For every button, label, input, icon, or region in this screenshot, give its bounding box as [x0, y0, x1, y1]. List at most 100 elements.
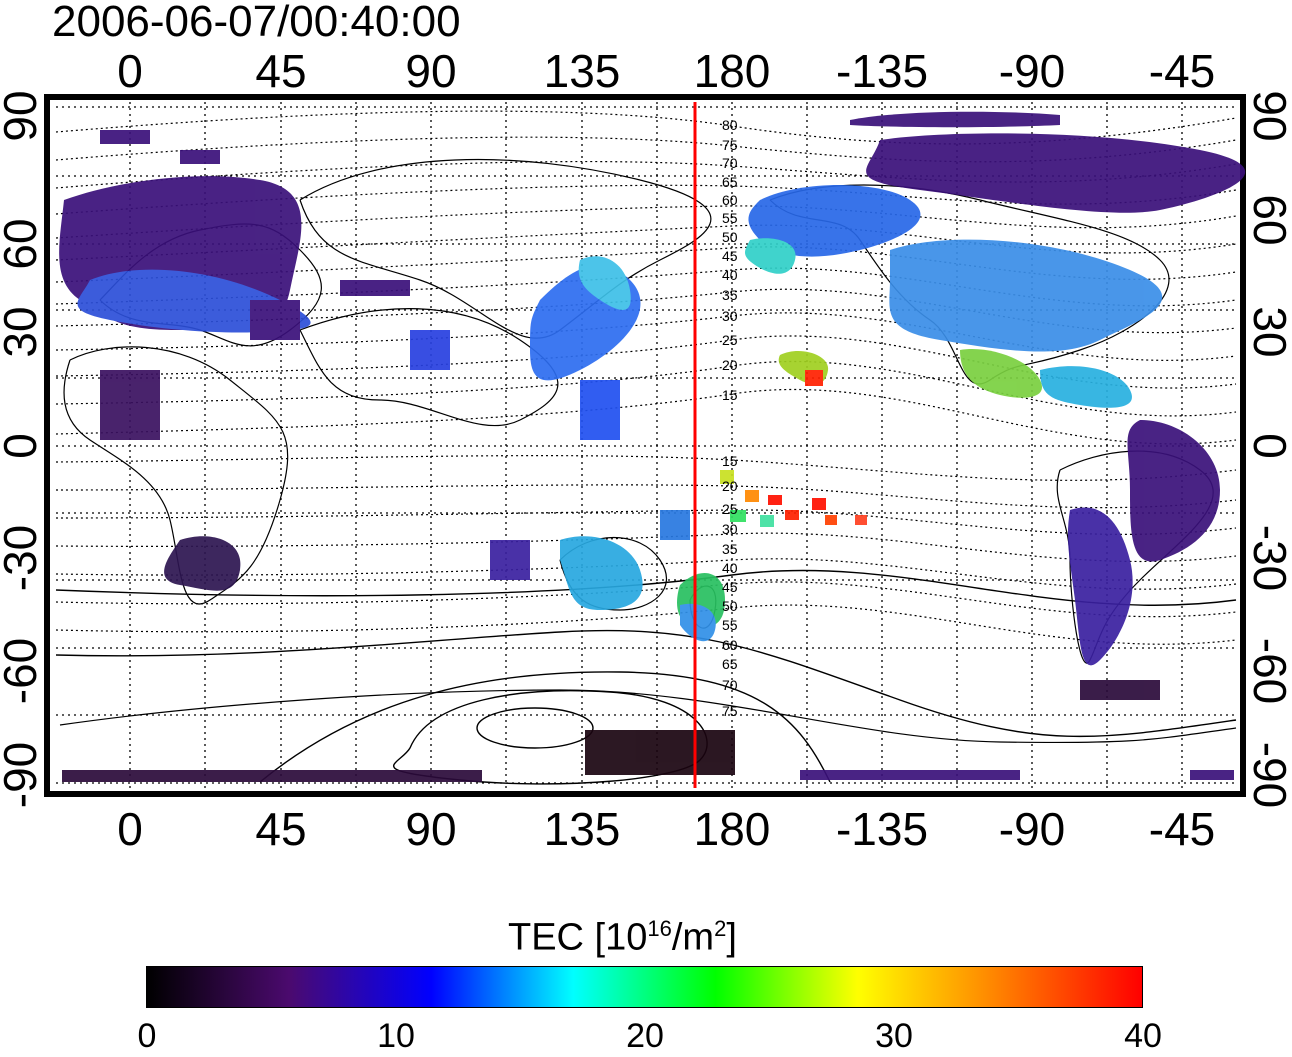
top-tick-label: 90: [405, 45, 457, 97]
colorbar-label-exponent: 16: [647, 916, 672, 941]
bottom-tick-label: 180: [693, 803, 771, 855]
tec-patch: [720, 470, 734, 484]
tec-patch: [1190, 770, 1234, 780]
contour-label: 35: [722, 541, 738, 557]
coastline-asia-north: [299, 158, 712, 339]
colorbar-label-close: ]: [726, 916, 737, 959]
right-tick-label: 60: [1244, 194, 1292, 246]
tec-patch: [580, 380, 620, 440]
tec-patch-australia: [560, 536, 643, 610]
coastline-north-america: [769, 184, 1170, 385]
right-tick-label: 0: [1244, 433, 1292, 459]
contour-label: 55: [722, 210, 738, 226]
tec-patch: [855, 515, 867, 525]
contour-label: 35: [722, 287, 738, 303]
colorbar-label-unit: /m: [671, 916, 715, 959]
bottom-axis-bar: [48, 791, 1242, 797]
colorbar-label: TEC [1016/m2]: [508, 906, 737, 961]
tec-patch-south-america: [1067, 507, 1133, 666]
contour-label-group: 80 75 70 65 60 55 50 45 40 35 30 25 20 1…: [722, 117, 738, 719]
contour-label: 45: [722, 579, 738, 595]
tec-patch-africa-north: [100, 370, 160, 440]
contour-line: [55, 484, 1237, 509]
tec-patch-canada-north: [866, 133, 1246, 213]
tec-patch-brazil: [1127, 420, 1220, 562]
left-tick-label: 0: [0, 433, 46, 459]
contour-line: [55, 455, 1237, 481]
tec-data-patches: [59, 111, 1246, 782]
tec-patch-antarctica-right: [800, 770, 1020, 780]
right-tick-label: -30: [1244, 524, 1292, 592]
tec-patch-nz-south: [680, 603, 716, 642]
tec-patch: [180, 150, 220, 164]
contour-label: 30: [722, 308, 738, 324]
top-tick-label: -45: [1148, 45, 1216, 97]
contour-line: [55, 629, 1237, 738]
coastline-asia-south: [299, 308, 559, 427]
contour-label: 15: [722, 453, 738, 469]
contour-label: 30: [722, 521, 738, 537]
bottom-tick-label: 135: [543, 803, 621, 855]
contour-label: 60: [722, 637, 738, 653]
coastline-antarctica: [59, 689, 1237, 744]
contour-label: 70: [722, 677, 738, 693]
bottom-tick-label: -90: [998, 803, 1066, 855]
tec-patch: [250, 300, 300, 340]
contour-line: [55, 558, 1237, 590]
contour-label: 80: [722, 117, 738, 133]
contour-label: 65: [722, 174, 738, 190]
colorbar-tick-label: 20: [626, 1017, 664, 1055]
contour-label: 70: [722, 155, 738, 171]
tec-patch-japan: [578, 256, 631, 310]
bottom-tick-label: -135: [835, 803, 929, 855]
colorbar-label-unit-exponent: 2: [714, 916, 727, 941]
contour-label: 40: [722, 267, 738, 283]
top-axis-bar: [48, 94, 1242, 100]
bottom-tick-label: 90: [405, 803, 457, 855]
tec-patch: [812, 498, 826, 510]
colorbar-tick-label: 40: [1124, 1017, 1162, 1055]
contour-label: 25: [722, 332, 738, 348]
tec-patch: [805, 370, 823, 386]
tec-patch: [660, 510, 690, 540]
tec-patch: [1080, 680, 1160, 700]
tec-patch: [410, 330, 450, 370]
contour-line: [55, 312, 1237, 361]
contour-label: 60: [722, 192, 738, 208]
right-tick-label: 90: [1244, 90, 1292, 142]
right-tick-label: -90: [1244, 741, 1292, 809]
contour-label: 65: [722, 656, 738, 672]
colorbar-tick-label: 10: [377, 1017, 415, 1055]
tec-patch-antarctica-left: [62, 770, 482, 782]
contour-label: 75: [722, 703, 738, 719]
coastline-africa: [63, 346, 289, 605]
tec-patch-caribbean: [1040, 366, 1132, 408]
right-axis-bar: [1240, 94, 1246, 797]
right-tick-label: -60: [1244, 637, 1292, 705]
top-tick-label: 45: [255, 45, 307, 97]
right-tick-label: 30: [1244, 306, 1292, 358]
tec-colorbar: [146, 966, 1143, 1008]
left-axis-bar: [44, 94, 50, 797]
contour-line: [476, 707, 594, 749]
tec-patch-antarctica: [585, 730, 735, 775]
tec-patch-alaska-coast: [745, 238, 796, 274]
bottom-tick-label: 45: [255, 803, 307, 855]
left-tick-label: 60: [0, 218, 46, 270]
tec-patch-alaska: [748, 185, 921, 257]
tec-patch: [768, 495, 782, 505]
colorbar-label-main: TEC [10: [508, 916, 648, 959]
left-tick-label: 30: [0, 306, 46, 358]
tec-patch-arctic: [850, 111, 1060, 128]
tec-patch: [745, 490, 759, 502]
colorbar-tick-label: 30: [875, 1017, 913, 1055]
contour-label: 20: [722, 357, 738, 373]
tec-patch: [340, 280, 410, 296]
tec-patch: [785, 510, 799, 520]
plot-title: 2006-06-07/00:40:00: [52, 0, 461, 46]
tec-patch-usa: [889, 239, 1163, 352]
tec-patch-mexico: [960, 349, 1042, 398]
top-tick-label: -90: [998, 45, 1066, 97]
top-tick-label: 0: [117, 45, 143, 97]
